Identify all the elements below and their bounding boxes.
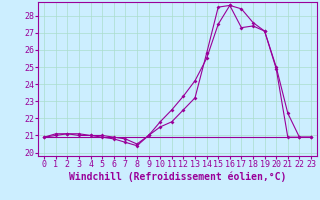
X-axis label: Windchill (Refroidissement éolien,°C): Windchill (Refroidissement éolien,°C): [69, 172, 286, 182]
